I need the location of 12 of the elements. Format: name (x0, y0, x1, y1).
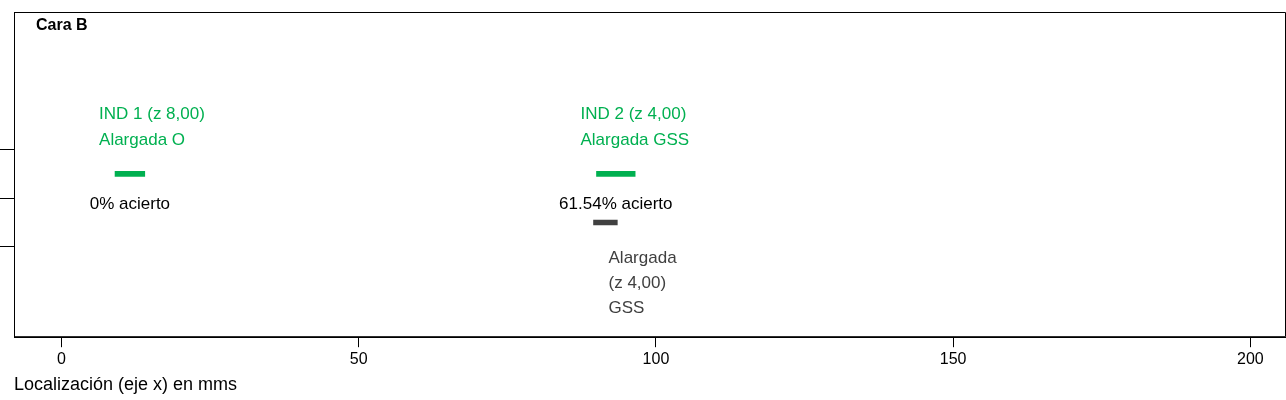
annotation: 61.54% acierto (559, 193, 673, 213)
x-tick-label: 100 (642, 350, 670, 368)
x-tick-label: 0 (57, 350, 67, 368)
x-tick-label: 50 (349, 350, 368, 368)
x-tick-label: 150 (939, 350, 967, 368)
x-tick-label: 200 (1236, 350, 1264, 368)
series-label: IND 2 (z 4,00) Alargada GSS (580, 103, 690, 149)
series-label: Alargada (z 4,00) GSS (608, 248, 678, 318)
annotation: 0% acierto (89, 193, 171, 213)
chart-title: Cara B (36, 16, 88, 34)
x-axis-title: Localización (eje x) en mms (14, 374, 238, 395)
series-label: IND 1 (z 8,00) Alargada O (99, 103, 205, 149)
